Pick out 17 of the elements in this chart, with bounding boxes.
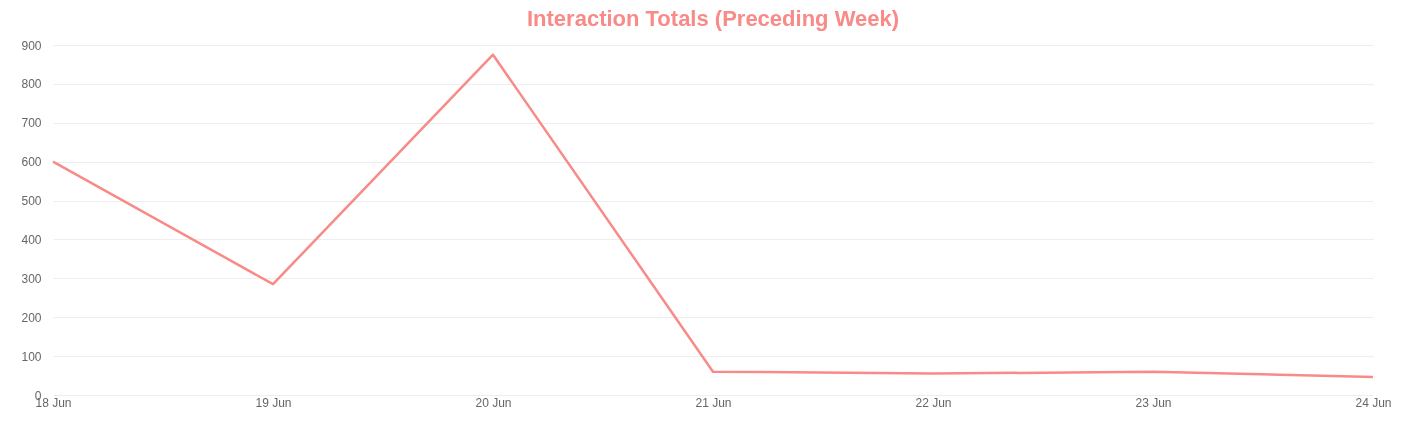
x-tick-label: 20 Jun xyxy=(475,395,512,410)
chart-title: Interaction Totals (Preceding Week) xyxy=(526,6,900,31)
x-tick-label: 22 Jun xyxy=(915,395,952,410)
x-tick-label: 23 Jun xyxy=(1135,395,1172,410)
y-tick-label: 900 xyxy=(21,38,42,53)
y-tick-label: 300 xyxy=(21,271,42,286)
x-tick-label: 24 Jun xyxy=(1355,395,1392,410)
line-series xyxy=(51,53,1375,379)
y-tick-label: 100 xyxy=(21,349,42,364)
y-tick-label: 500 xyxy=(21,194,42,209)
y-tick-label: 200 xyxy=(21,310,42,325)
y-tick-label: 600 xyxy=(21,155,42,170)
y-tick-label: 800 xyxy=(21,77,42,92)
x-tick-label: 21 Jun xyxy=(695,395,732,410)
y-tick-label: 700 xyxy=(21,116,42,131)
x-tick-label: 19 Jun xyxy=(255,395,292,410)
y-tick-label: 400 xyxy=(21,232,42,247)
